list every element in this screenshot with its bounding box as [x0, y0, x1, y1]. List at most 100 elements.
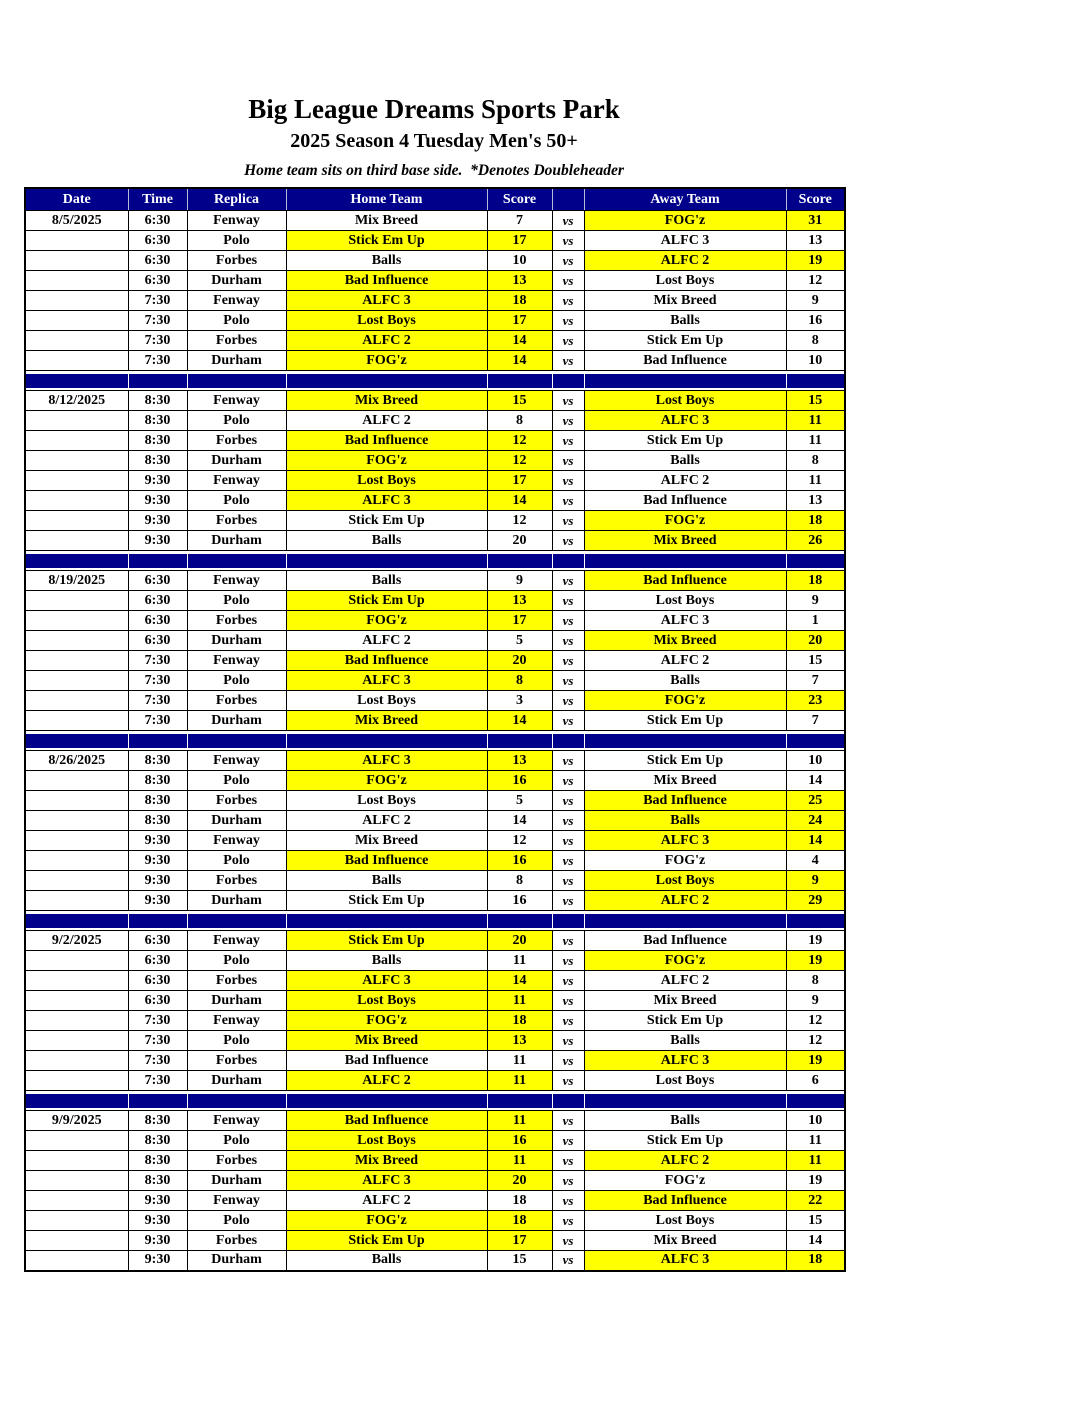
vs-cell: vs: [551, 570, 585, 592]
separator-bar: [188, 553, 285, 568]
away-score-cell: 6: [785, 1070, 846, 1092]
home-score-cell: 5: [486, 790, 553, 812]
home-score-cell: 3: [486, 690, 553, 712]
away-team-cell: Balls: [583, 310, 787, 332]
home-score-cell: 8: [486, 870, 553, 892]
date-cell: [24, 1150, 129, 1172]
home-score-cell: 16: [486, 890, 553, 912]
home-team-cell: Balls: [285, 530, 488, 552]
home-team-cell: Mix Breed: [285, 710, 488, 732]
home-team-cell: Stick Em Up: [285, 510, 488, 532]
week-separator-cell: [551, 370, 585, 392]
date-cell: [24, 330, 129, 352]
home-score-cell: 18: [486, 1010, 553, 1032]
away-team-cell: Bad Influence: [583, 490, 787, 512]
week-separator-cell: [486, 910, 553, 932]
date-cell: 8/19/2025: [24, 570, 129, 592]
replica-cell: Durham: [186, 810, 287, 832]
home-score-cell: 11: [486, 1050, 553, 1072]
away-score-cell: 1: [785, 610, 846, 632]
separator-bar: [553, 553, 583, 568]
away-score-cell: 9: [785, 590, 846, 612]
away-score-cell: 16: [785, 310, 846, 332]
away-team-cell: Balls: [583, 810, 787, 832]
home-team-cell: Lost Boys: [285, 990, 488, 1012]
home-team-cell: Bad Influence: [285, 1050, 488, 1072]
replica-cell: Polo: [186, 410, 287, 432]
away-team-cell: Stick Em Up: [583, 1010, 787, 1032]
home-team-cell: FOG'z: [285, 770, 488, 792]
away-score-cell: 11: [785, 470, 846, 492]
home-score-cell: 11: [486, 990, 553, 1012]
replica-cell: Forbes: [186, 330, 287, 352]
vs-cell: vs: [551, 230, 585, 252]
separator-bar: [188, 733, 285, 748]
home-team-cell: Lost Boys: [285, 690, 488, 712]
home-score-cell: 9: [486, 570, 553, 592]
game-row: 9:30 Durham Balls 20 vs Mix Breed 26: [24, 530, 846, 552]
away-team-cell: Lost Boys: [583, 390, 787, 412]
vs-cell: vs: [551, 1110, 585, 1132]
week-separator-cell: [285, 550, 488, 572]
col-header-replica: Replica: [186, 187, 287, 212]
date-cell: [24, 1230, 129, 1252]
time-cell: 9:30: [127, 510, 188, 532]
home-score-cell: 16: [486, 770, 553, 792]
away-team-cell: Lost Boys: [583, 870, 787, 892]
away-team-cell: Bad Influence: [583, 350, 787, 372]
separator-bar: [553, 373, 583, 388]
replica-cell: Forbes: [186, 610, 287, 632]
page-title: Big League Dreams Sports Park: [248, 94, 620, 124]
away-team-cell: Mix Breed: [583, 990, 787, 1012]
vs-cell: vs: [551, 710, 585, 732]
time-cell: 6:30: [127, 590, 188, 612]
away-score-cell: 14: [785, 770, 846, 792]
time-cell: 6:30: [127, 270, 188, 292]
vs-cell: vs: [551, 390, 585, 412]
vs-cell: vs: [551, 690, 585, 712]
separator-bar: [188, 913, 285, 928]
home-score-cell: 17: [486, 230, 553, 252]
separator-bar: [287, 733, 486, 748]
separator-bar: [585, 553, 785, 568]
game-row: 8:30 Durham ALFC 3 20 vs FOG'z 19: [24, 1170, 846, 1192]
week-separator-cell: [127, 370, 188, 392]
time-cell: 6:30: [127, 950, 188, 972]
col-header-vs: [551, 187, 585, 212]
week-separator-cell: [551, 910, 585, 932]
away-score-cell: 19: [785, 250, 846, 272]
date-cell: [24, 350, 129, 372]
away-score-cell: 12: [785, 270, 846, 292]
away-score-cell: 31: [785, 210, 846, 232]
vs-cell: vs: [551, 510, 585, 532]
time-cell: 7:30: [127, 310, 188, 332]
away-score-cell: 11: [785, 410, 846, 432]
date-cell: [24, 1010, 129, 1032]
home-score-cell: 16: [486, 1130, 553, 1152]
away-score-cell: 14: [785, 1230, 846, 1252]
home-team-cell: Bad Influence: [285, 430, 488, 452]
replica-cell: Forbes: [186, 690, 287, 712]
away-team-cell: Balls: [583, 1110, 787, 1132]
separator-bar: [188, 373, 285, 388]
replica-cell: Polo: [186, 670, 287, 692]
away-score-cell: 15: [785, 390, 846, 412]
home-team-cell: Balls: [285, 1250, 488, 1272]
away-team-cell: Mix Breed: [583, 290, 787, 312]
replica-cell: Polo: [186, 950, 287, 972]
game-row: 6:30 Durham Lost Boys 11 vs Mix Breed 9: [24, 990, 846, 1012]
game-row: 6:30 Durham Bad Influence 13 vs Lost Boys 12: [24, 270, 846, 292]
home-score-cell: 11: [486, 950, 553, 972]
home-team-cell: Balls: [285, 570, 488, 592]
separator-bar: [129, 373, 186, 388]
home-team-cell: FOG'z: [285, 610, 488, 632]
away-team-cell: Bad Influence: [583, 1190, 787, 1212]
game-row: 7:30 Fenway ALFC 3 18 vs Mix Breed 9: [24, 290, 846, 312]
home-score-cell: 13: [486, 750, 553, 772]
time-cell: 8:30: [127, 1130, 188, 1152]
away-score-cell: 10: [785, 1110, 846, 1132]
replica-cell: Fenway: [186, 570, 287, 592]
game-row: 8/12/2025 8:30 Fenway Mix Breed 15 vs Lost Boy…: [24, 390, 846, 412]
away-score-cell: 29: [785, 890, 846, 912]
